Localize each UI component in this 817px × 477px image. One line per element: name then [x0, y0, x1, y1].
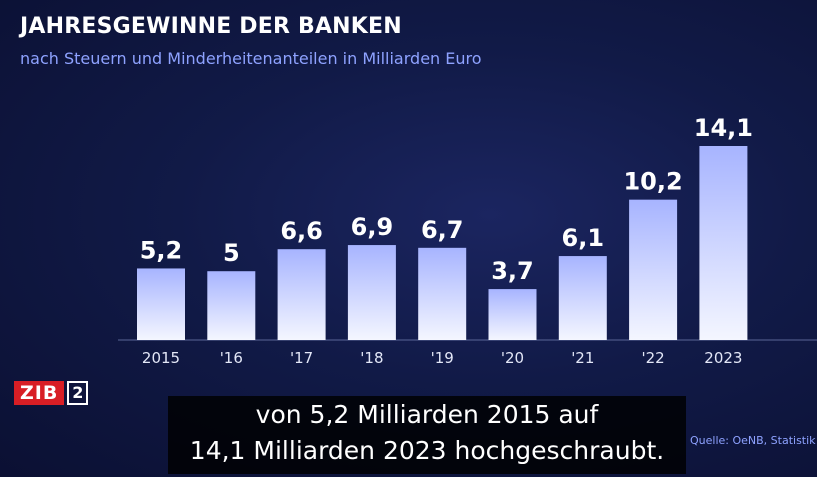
zib2-logo: ZIB 2 [14, 381, 89, 405]
value-label: 10,2 [623, 168, 682, 196]
chart-title: JAHRESGEWINNE DER BANKEN [20, 14, 402, 39]
bar-'17 [277, 249, 326, 340]
value-label: 6,6 [280, 217, 323, 245]
bar-'20 [488, 289, 537, 340]
logo-brand: ZIB [14, 381, 65, 405]
value-label: 3,7 [491, 257, 534, 285]
bar-'21 [558, 256, 607, 340]
value-label: 6,1 [562, 224, 605, 252]
value-label: 5 [223, 239, 240, 267]
value-label: 14,1 [694, 114, 753, 142]
x-tick-label: '21 [571, 349, 594, 367]
value-label: 5,2 [140, 236, 183, 264]
bar-2023 [699, 146, 748, 340]
x-tick-label: '16 [220, 349, 243, 367]
bar-'16 [207, 271, 256, 340]
logo-number: 2 [67, 381, 89, 405]
x-tick-label: '20 [501, 349, 524, 367]
x-tick-label: '22 [641, 349, 664, 367]
caption-line-2: 14,1 Milliarden 2023 hochgeschraubt. [189, 436, 665, 465]
caption-overlay: von 5,2 Milliarden 2015 auf 14,1 Milliar… [168, 396, 686, 474]
value-label: 6,9 [351, 213, 394, 241]
bar-'19 [418, 247, 467, 340]
x-tick-label: '17 [290, 349, 313, 367]
caption-line-1: von 5,2 Milliarden 2015 auf [255, 400, 599, 429]
x-tick-label: 2015 [142, 349, 180, 367]
bar-2015 [137, 268, 185, 340]
bar-'18 [347, 245, 396, 340]
chart-subtitle: nach Steuern und Minderheitenanteilen in… [20, 49, 482, 68]
x-tick-label: 2023 [704, 349, 742, 367]
bars-group: 5,2 2015 5 '16 6,6 '17 6,9 '18 6,7 '19 3,7 '20 6,1 '2… [137, 114, 753, 367]
source-note: Quelle: OeNB, Statistik A [690, 434, 817, 447]
bar-'22 [629, 199, 678, 340]
x-tick-label: '18 [360, 349, 383, 367]
value-label: 6,7 [421, 216, 464, 244]
x-tick-label: '19 [431, 349, 454, 367]
